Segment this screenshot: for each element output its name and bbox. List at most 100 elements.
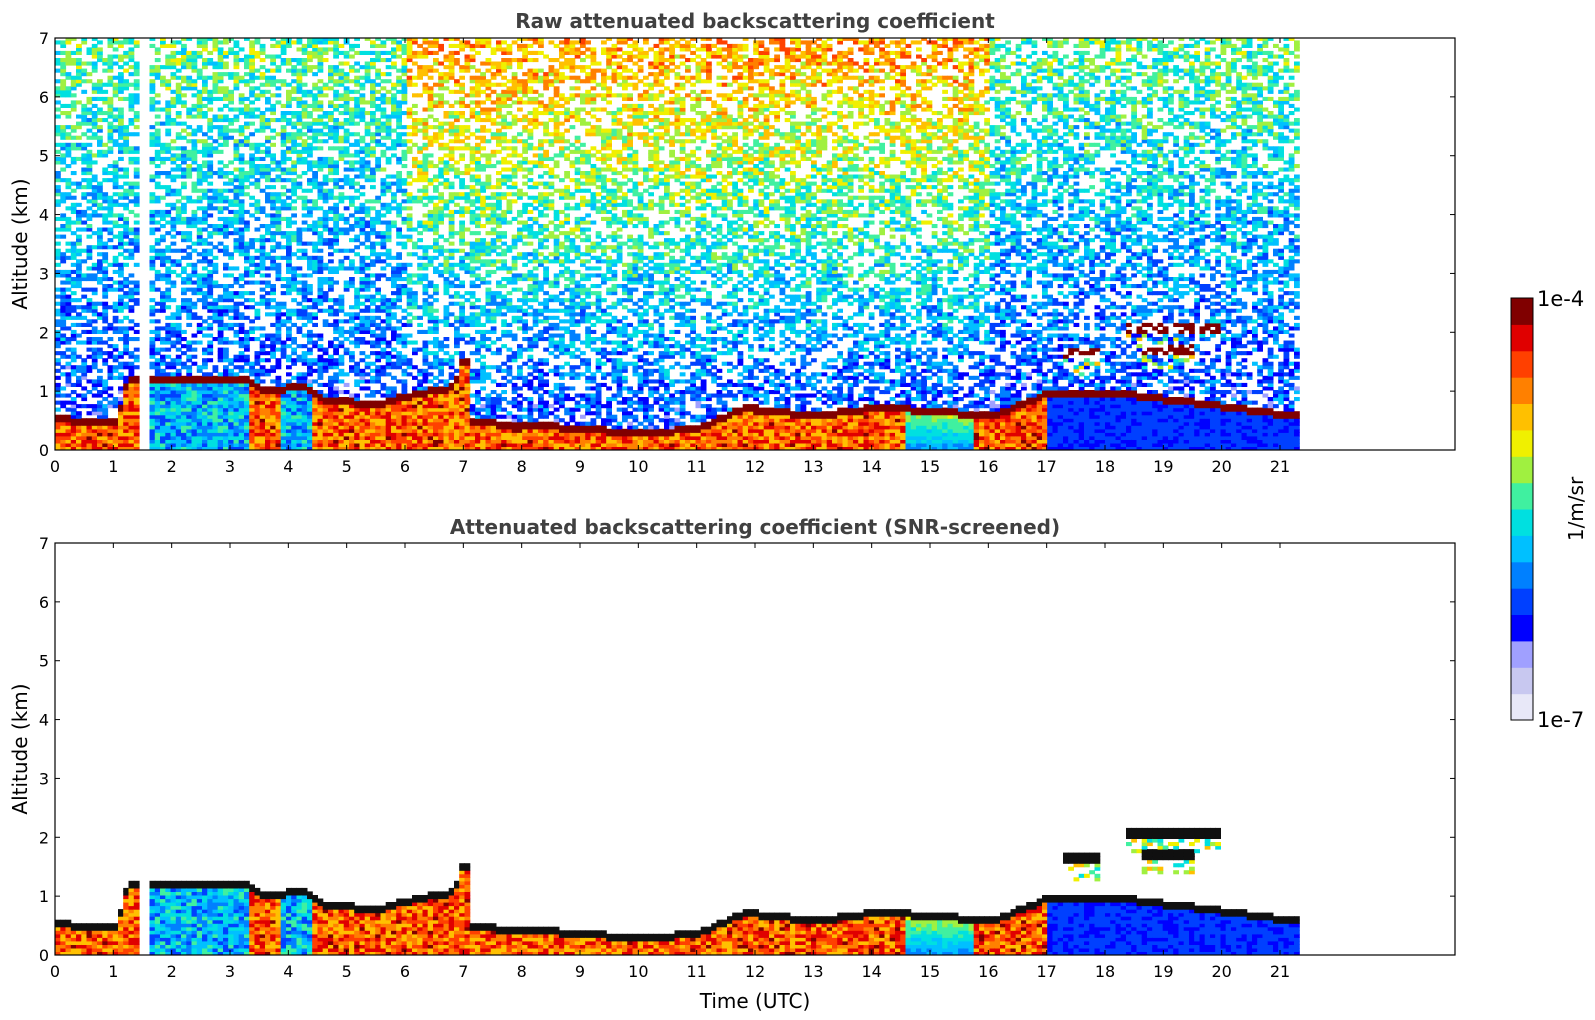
heatmap-cell [91,114,98,119]
heatmap-cell [359,206,366,211]
heatmap-cell [76,234,82,239]
heatmap-cell [385,315,392,320]
heatmap-cell [160,372,166,377]
heatmap-cell [354,160,360,165]
heatmap-cell [186,347,193,352]
heatmap-cell [244,337,250,342]
heatmap-cell [233,202,240,207]
heatmap-cell [238,351,245,356]
heatmap-cell [65,294,72,299]
heatmap-cell [391,103,397,108]
heatmap-cell [97,238,103,243]
heatmap-cell [338,326,345,331]
heatmap-cell [370,135,376,140]
heatmap-cell [55,241,61,246]
heatmap-cell [212,171,219,176]
heatmap-cell [86,199,93,204]
heatmap-cell [70,61,77,66]
heatmap-cell [154,149,161,154]
heatmap-cell [60,291,67,296]
heatmap-cell [60,68,67,73]
heatmap-cell [354,114,360,119]
heatmap-cell [217,305,224,310]
heatmap-cell [70,372,77,377]
heatmap-cell [417,245,423,250]
heatmap-cell [280,103,287,108]
heatmap-cell [265,404,271,409]
heatmap-cell [328,47,334,52]
heatmap-cell [291,287,297,292]
heatmap-cell [270,82,276,87]
heatmap-cell [196,375,203,380]
heatmap-cell [401,432,408,437]
heatmap-cell [312,432,318,437]
heatmap-cell [364,400,371,405]
heatmap-cell [149,305,156,310]
heatmap-cell [401,291,408,296]
heatmap-cell [275,100,282,105]
heatmap-cell [422,255,429,260]
heatmap-cell [364,315,371,320]
heatmap-cell [65,38,72,41]
heatmap-cell [123,96,129,101]
heatmap-cell [265,255,271,260]
heatmap-cell [401,61,408,66]
heatmap-cell [97,50,103,55]
heatmap-cell [223,287,229,292]
heatmap-cell [123,174,129,179]
heatmap-cell [86,354,93,359]
heatmap-cell [391,61,397,66]
heatmap-cell [254,142,261,147]
heatmap-cell [191,379,198,384]
heatmap-cell [149,428,156,433]
heatmap-cell [186,435,193,440]
heatmap-cell [401,86,408,91]
heatmap-cell [396,414,402,419]
heatmap-cell [128,82,135,87]
heatmap-cell [422,142,429,147]
heatmap-cell [228,284,234,289]
heatmap-cell [301,82,308,87]
heatmap-cell [76,121,82,126]
heatmap-cell [207,277,214,282]
heatmap-cell [370,79,376,84]
heatmap-cell [107,65,114,70]
heatmap-cell [86,50,93,55]
heatmap-cell [254,199,261,204]
heatmap-cell [301,446,308,450]
heatmap-cell [165,43,172,48]
heatmap-cell [375,368,381,373]
heatmap-cell [128,337,135,342]
heatmap-cell [265,446,271,450]
heatmap-cell [343,174,350,179]
heatmap-cell [338,248,345,253]
heatmap-cell [375,435,381,440]
heatmap-cell [191,312,198,317]
heatmap-cell [65,393,72,398]
heatmap-cell [265,75,271,80]
heatmap-cell [307,337,313,342]
heatmap-cell [186,220,193,225]
heatmap-cell [212,439,219,444]
heatmap-cell [333,181,339,186]
heatmap-cell [333,231,339,236]
heatmap-cell [385,393,392,398]
heatmap-cell [233,167,240,172]
heatmap-cell [312,390,318,395]
heatmap-cell [359,156,366,161]
heatmap-cell [91,354,98,359]
heatmap-cell [202,358,208,363]
heatmap-cell [107,128,114,133]
heatmap-cell [312,96,318,101]
heatmap-cell [312,245,318,250]
heatmap-cell [296,411,303,416]
heatmap-cell [181,50,187,55]
heatmap-cell [70,231,77,236]
heatmap-cell [249,114,255,119]
heatmap-cell [91,351,98,356]
heatmap-cell [76,418,82,423]
heatmap-cell [401,397,408,402]
heatmap-cell [270,379,276,384]
heatmap-cell [65,248,72,253]
heatmap-cell [170,40,177,45]
